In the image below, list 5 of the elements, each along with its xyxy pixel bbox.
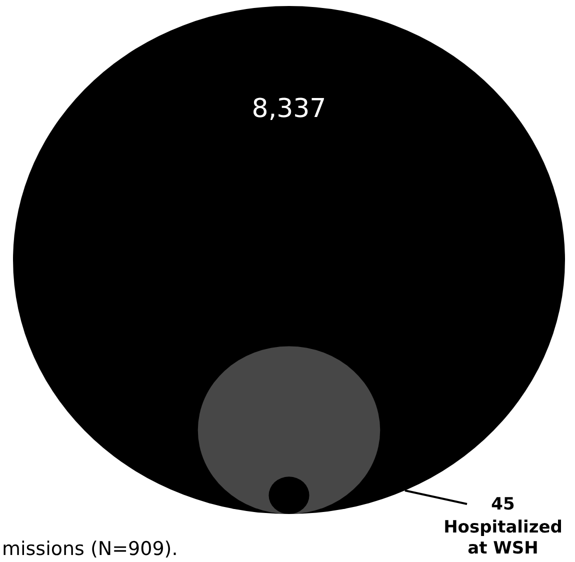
data-label: 45 [491,494,515,514]
category-label: missions [2,538,84,560]
data-label: (N=909). [90,538,178,560]
data-label: 8,337 [252,94,326,124]
category-label: Hospitalized at WSH [444,517,562,558]
